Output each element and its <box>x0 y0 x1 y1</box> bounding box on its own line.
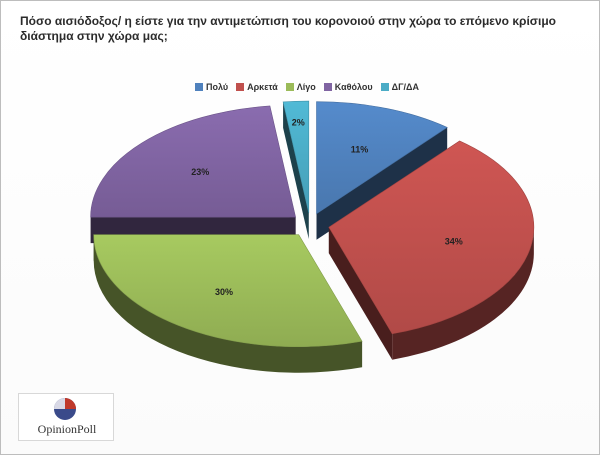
legend-swatch-katholou <box>323 83 332 91</box>
pie-slice-top-4 <box>282 100 310 214</box>
legend-item-dgda: ΔΓ/ΔΑ <box>380 82 419 92</box>
legend: Πολύ Αρκετά Λίγο Καθόλου ΔΓ/ΔΑ <box>195 82 419 92</box>
pie-slice-wall <box>283 101 309 240</box>
pie-slice-top-2 <box>93 234 363 347</box>
pie-slice-side <box>93 234 363 373</box>
data-label-3: 23% <box>191 167 209 177</box>
pie-slice-wall <box>316 127 448 240</box>
pie-slice-top-3 <box>90 105 296 218</box>
data-label-4: 2% <box>292 117 305 127</box>
legend-label-polu: Πολύ <box>206 82 229 92</box>
legend-item-arketa: Αρκετά <box>236 82 278 92</box>
legend-item-polu: Πολύ <box>195 82 228 92</box>
legend-item-katholou: Καθόλου <box>323 82 373 92</box>
data-label-0: 11% <box>351 144 369 154</box>
pie-slice-0 <box>316 127 448 240</box>
chart-title: Πόσο αισιόδοξος/ η είστε για την αντιμετ… <box>20 14 556 43</box>
legend-swatch-polu <box>195 83 203 91</box>
data-label-1: 34% <box>445 236 463 246</box>
data-label-2: 30% <box>215 287 233 297</box>
logo-text: OpinionPoll <box>37 422 97 436</box>
pie-slice-side <box>392 227 534 360</box>
legend-label-ligo: Λίγο <box>296 82 316 92</box>
legend-item-ligo: Λίγο <box>285 82 316 92</box>
pie-slice-4 <box>283 101 309 240</box>
opinionpoll-logo-icon <box>54 398 76 420</box>
legend-label-arketa: Αρκετά <box>247 82 278 92</box>
pie-slice-wall <box>328 227 393 360</box>
legend-label-dgda: ΔΓ/ΔΑ <box>391 82 419 92</box>
legend-swatch-arketa <box>236 83 245 91</box>
pie-slice-top-0 <box>316 101 448 215</box>
pie-slice-top-1 <box>328 140 535 335</box>
legend-swatch-ligo <box>285 83 294 91</box>
opinionpoll-logo: OpinionPoll <box>18 393 114 441</box>
legend-label-katholou: Καθόλου <box>334 82 373 92</box>
legend-swatch-dgda <box>380 83 389 91</box>
